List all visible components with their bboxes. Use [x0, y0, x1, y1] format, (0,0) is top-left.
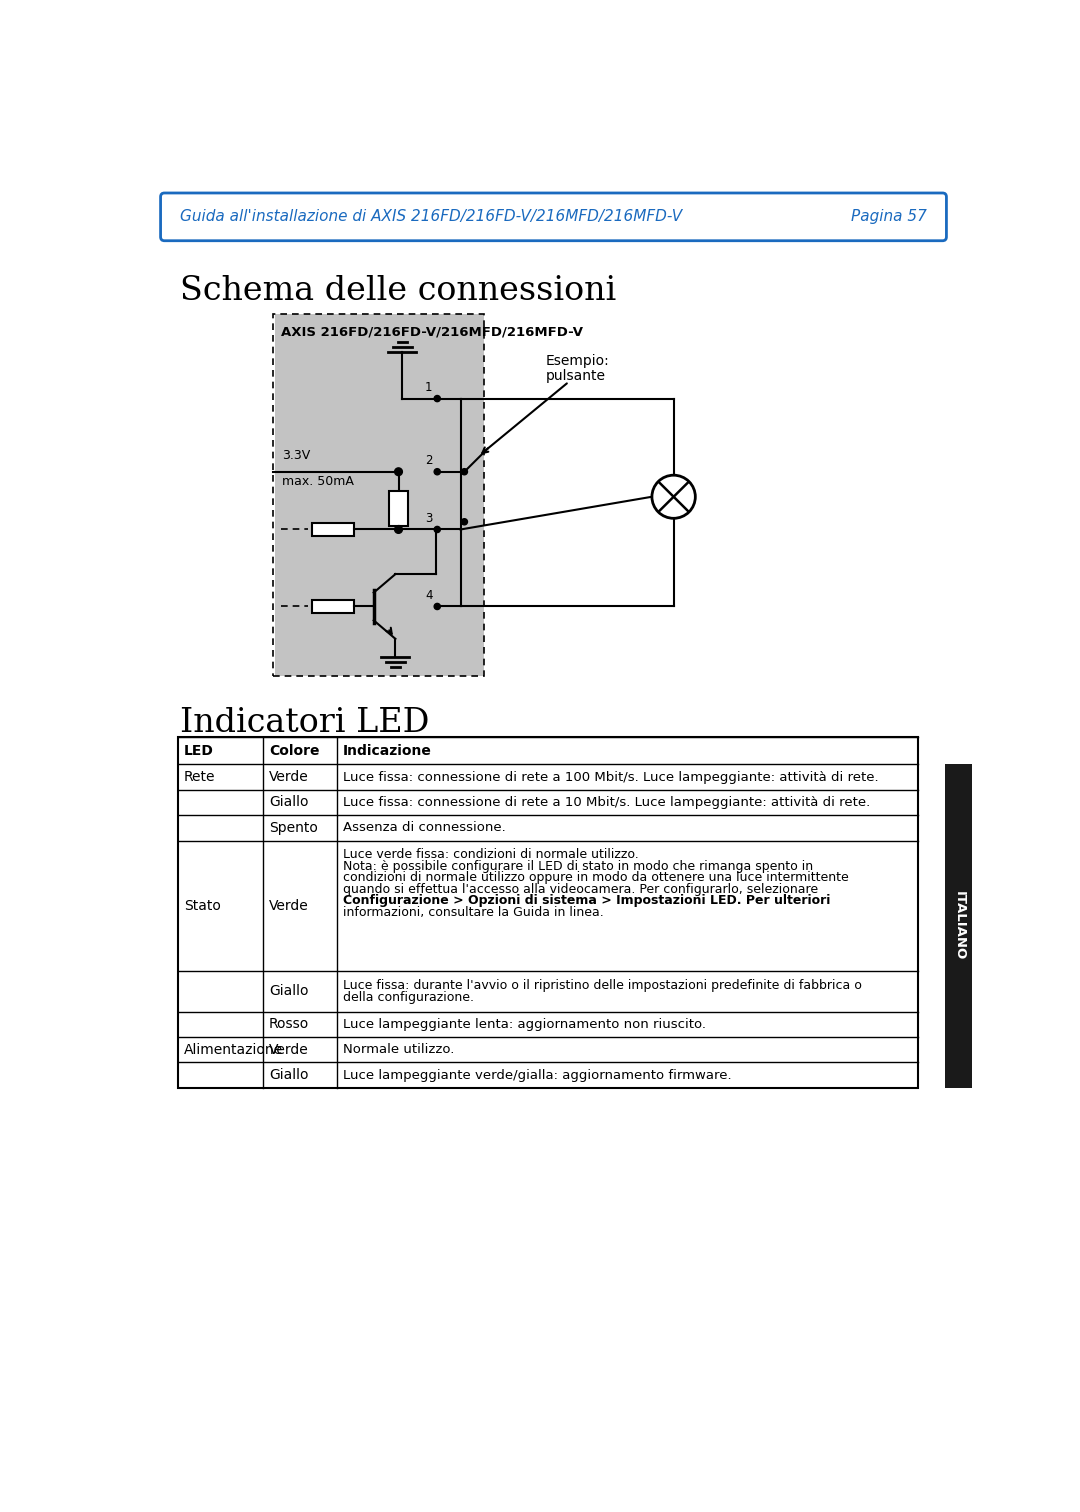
Bar: [945, 765, 974, 1087]
Text: 3: 3: [426, 513, 433, 525]
Text: Esempio:: Esempio:: [545, 354, 609, 367]
Text: quando si effettua l'accesso alla videocamera. Per configurarlo, selezionare: quando si effettua l'accesso alla videoc…: [342, 883, 818, 897]
Text: informazioni, consultare la Guida in linea.: informazioni, consultare la Guida in lin…: [342, 906, 604, 919]
Text: 3.3V: 3.3V: [282, 449, 311, 463]
Text: Normale utilizzo.: Normale utilizzo.: [342, 1043, 454, 1055]
Text: Verde: Verde: [269, 900, 309, 913]
Text: Verde: Verde: [269, 1043, 309, 1057]
Text: Luce fissa: connessione di rete a 100 Mbit/s. Luce lampeggiante: attività di ret: Luce fissa: connessione di rete a 100 Mb…: [342, 771, 878, 783]
Circle shape: [461, 469, 468, 475]
Text: Giallo: Giallo: [269, 984, 309, 998]
Bar: [389, 491, 408, 526]
Text: Luce fissa: durante l'avvio o il ripristino delle impostazioni predefinite di fa: Luce fissa: durante l'avvio o il riprist…: [342, 980, 862, 992]
Circle shape: [461, 519, 468, 525]
Text: ITALIANO: ITALIANO: [954, 892, 967, 960]
Circle shape: [394, 526, 403, 534]
Text: Indicazione: Indicazione: [342, 744, 432, 758]
FancyBboxPatch shape: [161, 194, 946, 240]
Text: LED: LED: [184, 744, 214, 758]
Bar: [312, 600, 354, 614]
Text: condizioni di normale utilizzo oppure in modo da ottenere una luce intermittente: condizioni di normale utilizzo oppure in…: [342, 871, 849, 885]
Circle shape: [394, 467, 403, 476]
Text: Giallo: Giallo: [269, 795, 309, 809]
Bar: [312, 523, 354, 537]
Text: Luce lampeggiante verde/gialla: aggiornamento firmware.: Luce lampeggiante verde/gialla: aggiorna…: [342, 1069, 731, 1081]
Circle shape: [434, 603, 441, 609]
Text: Luce verde fissa: condizioni di normale utilizzo.: Luce verde fissa: condizioni di normale …: [342, 848, 638, 862]
Text: della configurazione.: della configurazione.: [342, 990, 474, 1004]
Text: Pagina 57: Pagina 57: [851, 209, 927, 224]
Text: Verde: Verde: [269, 770, 309, 785]
Text: Giallo: Giallo: [269, 1067, 309, 1083]
Circle shape: [652, 475, 696, 519]
Text: 1: 1: [426, 381, 433, 395]
Text: pulsante: pulsante: [545, 369, 606, 383]
Circle shape: [434, 526, 441, 532]
Text: Spento: Spento: [269, 821, 318, 835]
Text: 2: 2: [426, 454, 433, 467]
Text: Assenza di connessione.: Assenza di connessione.: [342, 821, 505, 835]
Text: Guida all'installazione di AXIS 216FD/216FD-V/216MFD/216MFD-V: Guida all'installazione di AXIS 216FD/21…: [180, 209, 683, 224]
Text: Stato: Stato: [184, 900, 220, 913]
Text: Rosso: Rosso: [269, 1018, 309, 1031]
Text: Nota: è possibile configurare il LED di stato in modo che rimanga spento in: Nota: è possibile configurare il LED di …: [342, 860, 813, 872]
Text: Luce lampeggiante lenta: aggiornamento non riuscito.: Luce lampeggiante lenta: aggiornamento n…: [342, 1018, 705, 1031]
Text: Schema delle connessioni: Schema delle connessioni: [180, 275, 617, 307]
Text: Colore: Colore: [269, 744, 320, 758]
Circle shape: [434, 396, 441, 402]
Text: Indicatori LED: Indicatori LED: [180, 706, 430, 738]
Text: Alimentazione: Alimentazione: [184, 1043, 283, 1057]
Bar: [177, 738, 918, 1087]
Text: Luce fissa: connessione di rete a 10 Mbit/s. Luce lampeggiante: attività di rete: Luce fissa: connessione di rete a 10 Mbi…: [342, 795, 870, 809]
Text: Rete: Rete: [184, 770, 215, 785]
Bar: [273, 314, 484, 676]
Text: max. 50mA: max. 50mA: [282, 475, 354, 488]
Text: 4: 4: [426, 588, 433, 602]
FancyBboxPatch shape: [275, 314, 484, 676]
Circle shape: [434, 469, 441, 475]
Text: Configurazione > Opzioni di sistema > Impostazioni LED. Per ulteriori: Configurazione > Opzioni di sistema > Im…: [342, 895, 831, 907]
Text: AXIS 216FD/216FD-V/216MFD/216MFD-V: AXIS 216FD/216FD-V/216MFD/216MFD-V: [281, 325, 583, 339]
